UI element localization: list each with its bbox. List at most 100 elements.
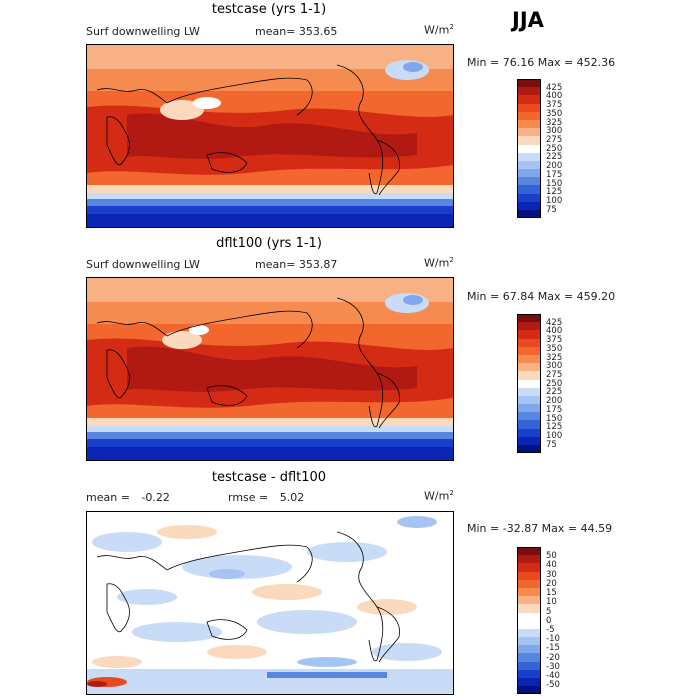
colorbar-swatch [517,210,541,219]
colorbar-tick-label: 250 [546,378,563,389]
panel1-map [86,44,454,228]
colorbar-tick-label: 425 [546,317,563,328]
colorbar-swatch [517,587,541,597]
colorbar-swatch [517,95,541,104]
colorbar-swatch [517,436,541,445]
panel3-units: W/m2 [424,489,454,503]
colorbar-tick-label: 125 [546,422,563,433]
colorbar-tick-label: 175 [546,169,563,180]
panel3-map [86,511,454,695]
colorbar-tick-label: -40 [546,671,560,682]
panel2-colorbar [517,314,541,454]
colorbar-swatch [517,193,541,202]
colorbar-tick-label: 375 [546,100,563,111]
colorbar-swatch [517,201,541,210]
colorbar-swatch [517,128,541,137]
colorbar-swatch [517,136,541,145]
colorbar-swatch [517,404,541,413]
colorbar-tick-label: 50 [546,551,557,562]
colorbar-swatch [517,185,541,194]
colorbar-swatch [517,420,541,429]
colorbar-tick-label: -30 [546,661,560,672]
panel2-mean-label: mean= [255,258,296,271]
colorbar-tick-label: 350 [546,343,563,354]
colorbar-tick-label: -50 [546,680,560,691]
colorbar-swatch [517,379,541,388]
colorbar-swatch [517,160,541,170]
colorbar-swatch [517,314,541,323]
colorbar-tick-label: 20 [546,578,557,589]
colorbar-tick-label: 225 [546,387,563,398]
colorbar-swatch [517,322,541,331]
colorbar-swatch [517,346,541,355]
panel3-mean-value: -0.22 [141,491,170,504]
panel2-units: W/m2 [424,256,454,270]
panel1-mean-label: mean= [255,25,296,38]
colorbar-tick-label: 10 [546,597,557,608]
colorbar-tick-label: 400 [546,91,563,102]
colorbar-swatch [517,596,541,605]
panel1-mean-value: 353.65 [298,25,338,38]
panel1-title: testcase (yrs 1-1) [211,2,327,17]
colorbar-tick-label: 275 [546,369,563,380]
panel1-colorbar [517,79,541,219]
colorbar-swatch [517,686,541,695]
colorbar-swatch [517,330,541,339]
colorbar-tick-label: 200 [546,161,563,172]
panel3-rmse: rmse = 5.02 [228,491,304,504]
colorbar-tick-label: 400 [546,326,563,337]
colorbar-swatch [517,119,541,129]
colorbar-tick-label: 100 [546,430,563,441]
colorbar-tick-label: 100 [546,195,563,206]
panel1-units: W/m2 [424,23,454,37]
panel3-rmse-value: 5.02 [279,491,305,504]
colorbar-tick-label: -15 [546,643,560,654]
colorbar-tick-label: 300 [546,126,563,137]
colorbar-swatch [517,678,541,687]
colorbar-tick-label: 225 [546,152,563,163]
colorbar-swatch [517,111,541,120]
colorbar-tick-label: 375 [546,335,563,346]
colorbar-swatch [517,555,541,564]
colorbar-tick-label: 150 [546,178,563,189]
panel2-mean-value: 353.87 [298,258,338,271]
colorbar-swatch [517,371,541,380]
colorbar-tick-label: 30 [546,569,557,580]
colorbar-swatch [517,563,541,572]
panel2-mean: mean= 353.87 [255,258,337,271]
colorbar-swatch [517,338,541,347]
colorbar-swatch [517,79,541,88]
colorbar-tick-label: -20 [546,652,560,663]
panel3-minmax: Min = -32.87 Max = 44.59 [467,522,613,535]
colorbar-swatch [517,637,541,646]
colorbar-tick-label: 300 [546,361,563,372]
panel1-mean: mean= 353.65 [255,25,337,38]
colorbar-tick-label: 150 [546,413,563,424]
colorbar-tick-label: 350 [546,108,563,119]
colorbar-swatch [517,87,541,96]
colorbar-tick-label: 125 [546,187,563,198]
colorbar-swatch [517,628,541,638]
colorbar-swatch [517,661,541,670]
colorbar-swatch [517,387,541,396]
colorbar-swatch [517,363,541,372]
colorbar-swatch [517,103,541,112]
colorbar-swatch [517,428,541,437]
colorbar-tick-label: 200 [546,396,563,407]
colorbar-swatch [517,645,541,654]
colorbar-swatch [517,445,541,454]
colorbar-swatch [517,144,541,153]
panel3-rmse-label: rmse = [228,491,269,504]
colorbar-swatch [517,354,541,364]
colorbar-tick-label: 175 [546,404,563,415]
colorbar-swatch [517,177,541,186]
colorbar-tick-label: 425 [546,82,563,93]
panel1-variable-label: Surf downwelling LW [86,25,200,38]
colorbar-tick-label: 5 [546,606,552,617]
colorbar-tick-label: 40 [546,560,557,571]
panel2-map [86,277,454,461]
season-label: JJA [512,8,544,32]
panel2-title: dflt100 (yrs 1-1) [216,236,322,251]
panel2-minmax: Min = 67.84 Max = 459.20 [467,290,616,303]
colorbar-swatch [517,604,541,613]
